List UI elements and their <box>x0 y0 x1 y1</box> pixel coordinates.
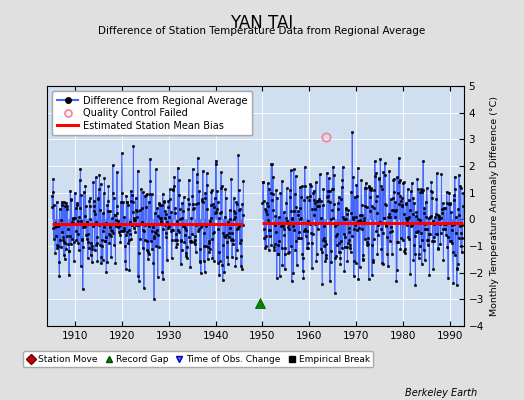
Legend: Station Move, Record Gap, Time of Obs. Change, Empirical Break: Station Move, Record Gap, Time of Obs. C… <box>23 351 374 368</box>
Text: Berkeley Earth: Berkeley Earth <box>405 388 477 398</box>
Text: Difference of Station Temperature Data from Regional Average: Difference of Station Temperature Data f… <box>99 26 425 36</box>
Text: YAN TAI: YAN TAI <box>231 14 293 32</box>
Legend: Difference from Regional Average, Quality Control Failed, Estimated Station Mean: Difference from Regional Average, Qualit… <box>52 91 253 136</box>
Y-axis label: Monthly Temperature Anomaly Difference (°C): Monthly Temperature Anomaly Difference (… <box>489 96 498 316</box>
